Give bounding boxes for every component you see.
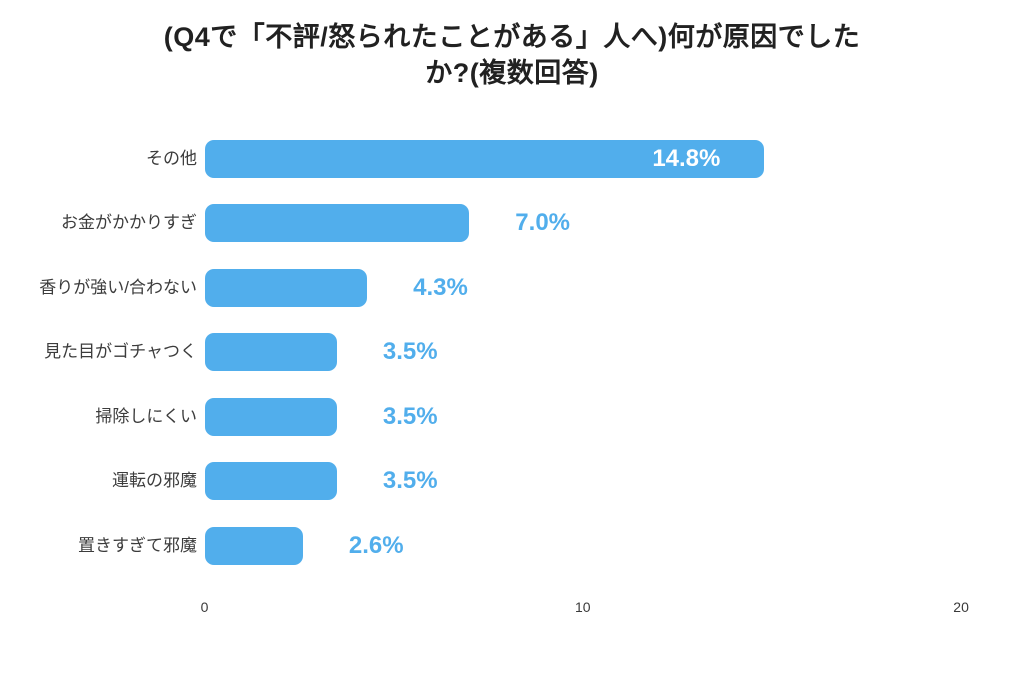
value-label: 14.8% [652, 144, 721, 172]
chart-row: 置きすぎて邪魔 2.6% [0, 526, 1024, 565]
bar [204, 397, 337, 436]
value-label: 3.5% [382, 338, 438, 365]
value-label: 3.5% [382, 467, 438, 494]
chart-row: その他 14.8% [0, 139, 1024, 178]
chart-row: お金がかかりすぎ 7.0% [0, 204, 1024, 242]
bar [204, 526, 303, 565]
value-label: 2.6% [348, 531, 404, 559]
category-label: 掃除しにくい [95, 406, 197, 426]
bar: 14.8% [204, 139, 765, 178]
page-title-line-1: (Q4で「不評/怒られたことがある」人へ)何が原因でした [163, 22, 861, 52]
value-label: 3.5% [382, 402, 438, 430]
bar [204, 204, 470, 242]
chart-row: 香りが強い/合わない 4.3% [0, 268, 1024, 307]
category-label: 見た目がゴチャつく [44, 342, 197, 361]
category-label: 香りが強い/合わない [39, 277, 197, 297]
value-label: 4.3% [413, 273, 468, 301]
value-label: 7.0% [515, 209, 570, 236]
page-title: (Q4で「不評/怒られたことがある」人へ)何が原因でした か?(複数回答) [0, 19, 1024, 91]
category-label: お金がかかりすぎ [61, 213, 197, 232]
chart-row: 見た目がゴチャつく 3.5% [0, 333, 1024, 371]
bar [204, 462, 337, 500]
category-label: 置きすぎて邪魔 [78, 535, 197, 555]
bar [204, 268, 368, 307]
chart-row: 掃除しにくい 3.5% [0, 397, 1024, 436]
chart-row: 運転の邪魔 3.5% [0, 462, 1024, 500]
category-label: 運転の邪魔 [112, 471, 197, 490]
page-title-line-2: か?(複数回答) [425, 58, 599, 88]
category-label: その他 [146, 148, 197, 168]
bar [204, 333, 337, 371]
